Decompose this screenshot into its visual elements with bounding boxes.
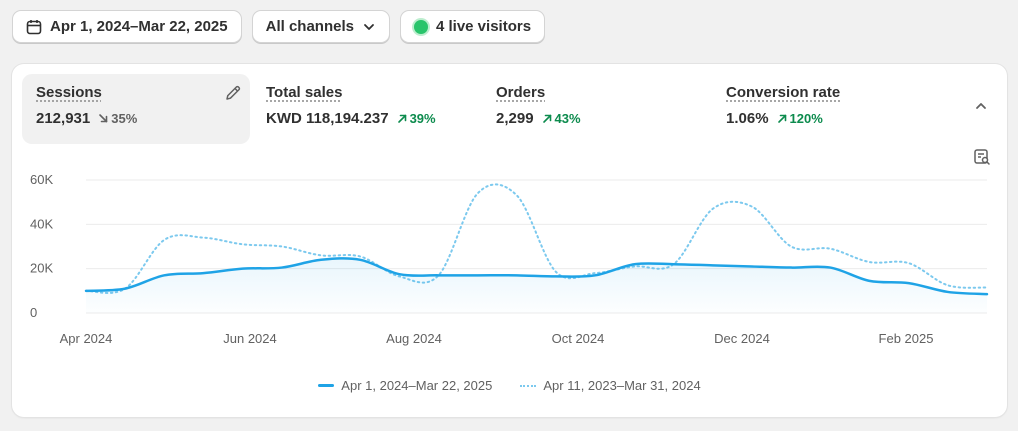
view-report-icon[interactable] [973, 148, 991, 171]
metric-value: 1.06% [726, 110, 769, 127]
metric-delta: 35% [98, 111, 137, 126]
arrow-up-right-icon [777, 114, 786, 123]
metric-conversion-rate[interactable]: Conversion rate 1.06% 120% [712, 74, 940, 144]
metric-delta: 39% [397, 111, 436, 126]
y-tick-label: 40K [30, 216, 53, 231]
calendar-icon [26, 19, 42, 35]
sessions-chart: 60K 40K 20K 0 Apr 2024 Jun 2024 Aug 2024 Oct 2… [30, 172, 989, 346]
analytics-card: Sessions 212,931 35% Total sales KWD 118… [12, 64, 1007, 417]
metric-delta: 43% [542, 111, 581, 126]
y-tick-label: 20K [30, 261, 53, 276]
metric-total-sales[interactable]: Total sales KWD 118,194.237 39% [252, 74, 480, 144]
series-area [86, 258, 987, 313]
legend-label: Apr 11, 2023–Mar 31, 2024 [543, 378, 701, 393]
metric-value: 212,931 [36, 110, 91, 127]
legend-item-current[interactable]: Apr 1, 2024–Mar 22, 2025 [318, 378, 492, 393]
y-tick-label: 0 [30, 305, 37, 320]
arrow-down-right-icon [99, 114, 108, 123]
live-visitors-label: 4 live visitors [435, 18, 532, 35]
x-tick-label: Jun 2024 [223, 331, 277, 346]
series-line-current[interactable] [84, 257, 989, 296]
metric-orders[interactable]: Orders 2,299 43% [482, 74, 710, 144]
live-indicator-icon [413, 19, 428, 34]
channels-label: All channels [265, 18, 354, 35]
metric-label: Sessions [36, 84, 102, 101]
metric-label: Conversion rate [726, 84, 841, 101]
metric-delta-value: 39% [409, 111, 436, 126]
date-range-label: Apr 1, 2024–Mar 22, 2025 [50, 18, 228, 35]
metric-delta: 120% [777, 111, 823, 126]
metric-label: Orders [496, 84, 546, 101]
chevron-down-icon [362, 20, 376, 34]
legend-swatch-solid [318, 384, 335, 387]
series-line-comparison[interactable] [85, 183, 988, 294]
metric-delta-value: 120% [789, 111, 823, 126]
metric-delta-value: 35% [111, 111, 138, 126]
legend-item-comparison[interactable]: Apr 11, 2023–Mar 31, 2024 [520, 378, 701, 393]
x-tick-label: Aug 2024 [386, 331, 442, 346]
chevron-up-icon[interactable] [973, 98, 989, 119]
arrow-up-right-icon [542, 114, 551, 123]
x-tick-label: Oct 2024 [552, 331, 605, 346]
pencil-icon[interactable] [224, 84, 242, 107]
chart-legend: Apr 1, 2024–Mar 22, 2025 Apr 11, 2023–Ma… [12, 378, 1007, 393]
x-tick-label: Apr 2024 [60, 331, 113, 346]
metric-value: 2,299 [496, 110, 534, 127]
metric-label: Total sales [266, 84, 343, 101]
y-tick-label: 60K [30, 172, 53, 187]
metric-value: KWD 118,194.237 [266, 110, 389, 127]
x-tick-label: Dec 2024 [714, 331, 770, 346]
channels-dropdown[interactable]: All channels [251, 10, 390, 43]
metric-sessions[interactable]: Sessions 212,931 35% [22, 74, 250, 144]
date-range-button[interactable]: Apr 1, 2024–Mar 22, 2025 [12, 10, 242, 43]
arrow-up-right-icon [397, 114, 406, 123]
live-visitors-button[interactable]: 4 live visitors [399, 10, 546, 43]
x-tick-label: Feb 2025 [879, 331, 934, 346]
toolbar: Apr 1, 2024–Mar 22, 2025 All channels 4 … [12, 10, 546, 43]
legend-swatch-dotted [520, 384, 537, 387]
legend-label: Apr 1, 2024–Mar 22, 2025 [341, 378, 493, 393]
metric-delta-value: 43% [554, 111, 581, 126]
